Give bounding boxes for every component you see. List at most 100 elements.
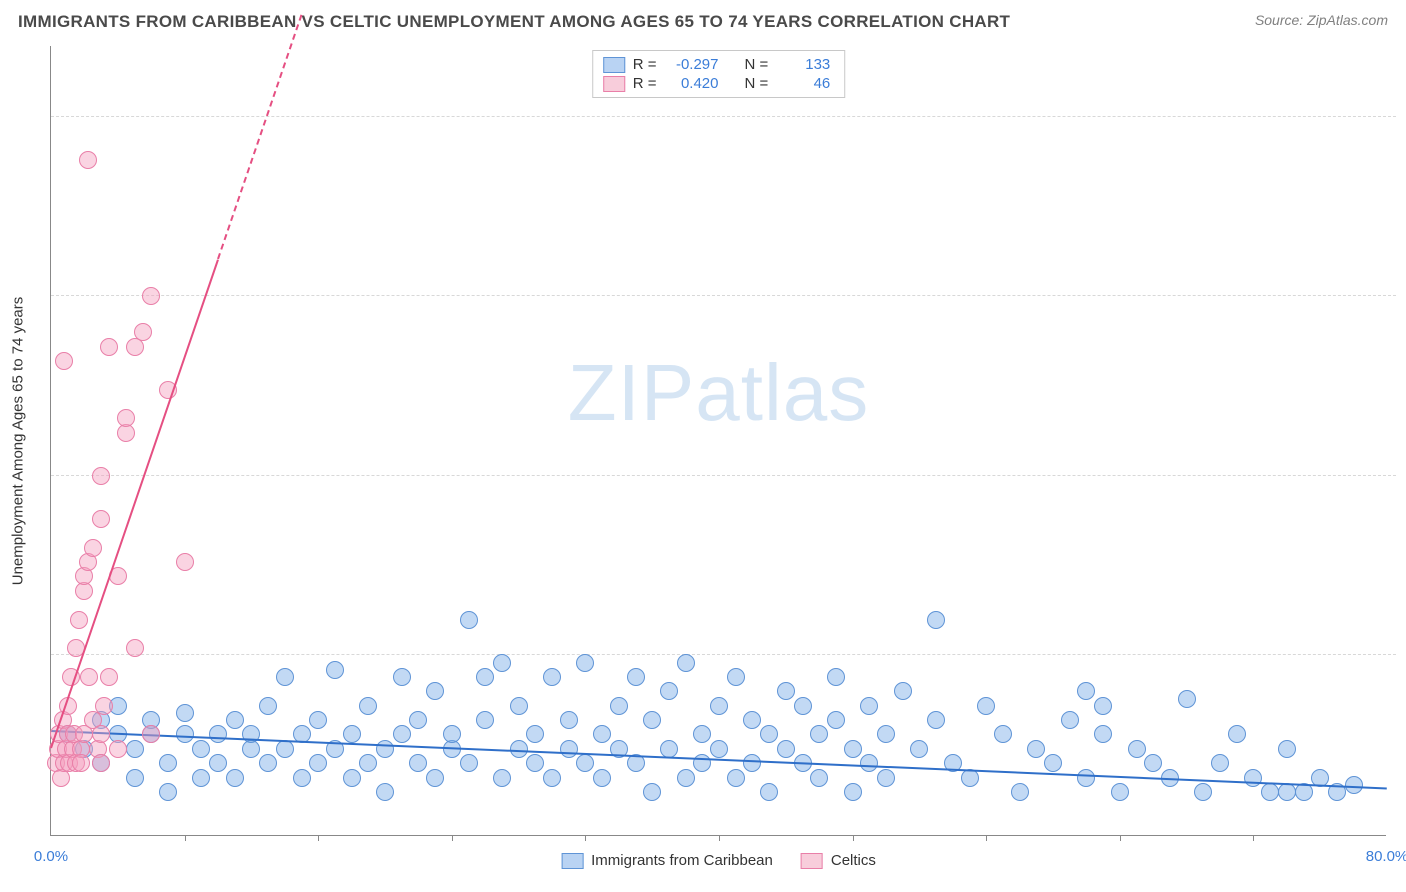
legend-swatch bbox=[603, 76, 625, 92]
data-point bbox=[660, 740, 678, 758]
data-point bbox=[126, 740, 144, 758]
data-point bbox=[710, 697, 728, 715]
data-point bbox=[343, 769, 361, 787]
data-point bbox=[710, 740, 728, 758]
legend-swatch bbox=[603, 57, 625, 73]
data-point bbox=[176, 553, 194, 571]
data-point bbox=[176, 725, 194, 743]
data-point bbox=[643, 711, 661, 729]
chart-title: IMMIGRANTS FROM CARIBBEAN VS CELTIC UNEM… bbox=[18, 12, 1010, 32]
data-point bbox=[426, 769, 444, 787]
data-point bbox=[576, 754, 594, 772]
data-point bbox=[159, 754, 177, 772]
data-point bbox=[1228, 725, 1246, 743]
data-point bbox=[1128, 740, 1146, 758]
data-point bbox=[100, 668, 118, 686]
legend-n-value: 46 bbox=[776, 75, 830, 92]
x-tick-mark bbox=[719, 835, 720, 841]
data-point bbox=[560, 711, 578, 729]
data-point bbox=[1261, 783, 1279, 801]
header-row: IMMIGRANTS FROM CARIBBEAN VS CELTIC UNEM… bbox=[18, 12, 1388, 32]
data-point bbox=[72, 754, 90, 772]
data-point bbox=[877, 725, 895, 743]
data-point bbox=[627, 668, 645, 686]
data-point bbox=[209, 725, 227, 743]
data-point bbox=[860, 754, 878, 772]
data-point bbox=[526, 725, 544, 743]
data-point bbox=[777, 682, 795, 700]
data-point bbox=[1278, 740, 1296, 758]
x-tick-label: 0.0% bbox=[34, 848, 68, 865]
correlation-legend: R = -0.297 N = 133 R = 0.420 N = 46 bbox=[592, 50, 846, 98]
data-point bbox=[92, 467, 110, 485]
legend-row: R = -0.297 N = 133 bbox=[603, 55, 831, 74]
data-point bbox=[593, 769, 611, 787]
data-point bbox=[760, 725, 778, 743]
data-point bbox=[134, 323, 152, 341]
data-point bbox=[777, 740, 795, 758]
data-point bbox=[443, 725, 461, 743]
data-point bbox=[660, 682, 678, 700]
data-point bbox=[643, 783, 661, 801]
data-point bbox=[259, 697, 277, 715]
data-point bbox=[910, 740, 928, 758]
data-point bbox=[393, 668, 411, 686]
legend-r-label: R = bbox=[633, 75, 657, 92]
data-point bbox=[192, 740, 210, 758]
plot-area: ZIPatlas R = -0.297 N = 133 R = 0.420 N … bbox=[50, 46, 1386, 836]
data-point bbox=[70, 611, 88, 629]
x-tick-mark bbox=[1120, 835, 1121, 841]
y-tick-label: 12.5% bbox=[1398, 647, 1406, 664]
data-point bbox=[1094, 697, 1112, 715]
data-point bbox=[810, 769, 828, 787]
x-tick-mark bbox=[986, 835, 987, 841]
gridline bbox=[51, 475, 1396, 476]
data-point bbox=[226, 711, 244, 729]
data-point bbox=[526, 754, 544, 772]
data-point bbox=[209, 754, 227, 772]
data-point bbox=[860, 697, 878, 715]
data-point bbox=[1077, 769, 1095, 787]
data-point bbox=[927, 611, 945, 629]
data-point bbox=[1178, 690, 1196, 708]
legend-r-label: R = bbox=[633, 56, 657, 73]
legend-r-value: 0.420 bbox=[665, 75, 719, 92]
watermark: ZIPatlas bbox=[568, 347, 869, 439]
chart-container: Unemployment Among Ages 65 to 74 years Z… bbox=[50, 46, 1386, 836]
legend-item: Celtics bbox=[801, 852, 876, 869]
x-tick-label: 80.0% bbox=[1366, 848, 1406, 865]
data-point bbox=[359, 754, 377, 772]
data-point bbox=[677, 769, 695, 787]
legend-swatch bbox=[561, 853, 583, 869]
data-point bbox=[409, 711, 427, 729]
data-point bbox=[1011, 783, 1029, 801]
data-point bbox=[376, 783, 394, 801]
data-point bbox=[1278, 783, 1296, 801]
data-point bbox=[844, 783, 862, 801]
data-point bbox=[109, 740, 127, 758]
data-point bbox=[493, 654, 511, 672]
data-point bbox=[80, 668, 98, 686]
x-tick-mark bbox=[185, 835, 186, 841]
data-point bbox=[677, 654, 695, 672]
data-point bbox=[426, 682, 444, 700]
data-point bbox=[92, 754, 110, 772]
data-point bbox=[977, 697, 995, 715]
data-point bbox=[844, 740, 862, 758]
gridline bbox=[51, 116, 1396, 117]
data-point bbox=[1194, 783, 1212, 801]
data-point bbox=[117, 409, 135, 427]
data-point bbox=[409, 754, 427, 772]
data-point bbox=[727, 769, 745, 787]
source-attribution: Source: ZipAtlas.com bbox=[1255, 12, 1388, 28]
trend-line bbox=[217, 15, 302, 260]
data-point bbox=[560, 740, 578, 758]
data-point bbox=[610, 697, 628, 715]
data-point bbox=[877, 769, 895, 787]
data-point bbox=[1211, 754, 1229, 772]
data-point bbox=[1111, 783, 1129, 801]
data-point bbox=[79, 151, 97, 169]
legend-r-value: -0.297 bbox=[665, 56, 719, 73]
data-point bbox=[1345, 776, 1363, 794]
data-point bbox=[142, 725, 160, 743]
